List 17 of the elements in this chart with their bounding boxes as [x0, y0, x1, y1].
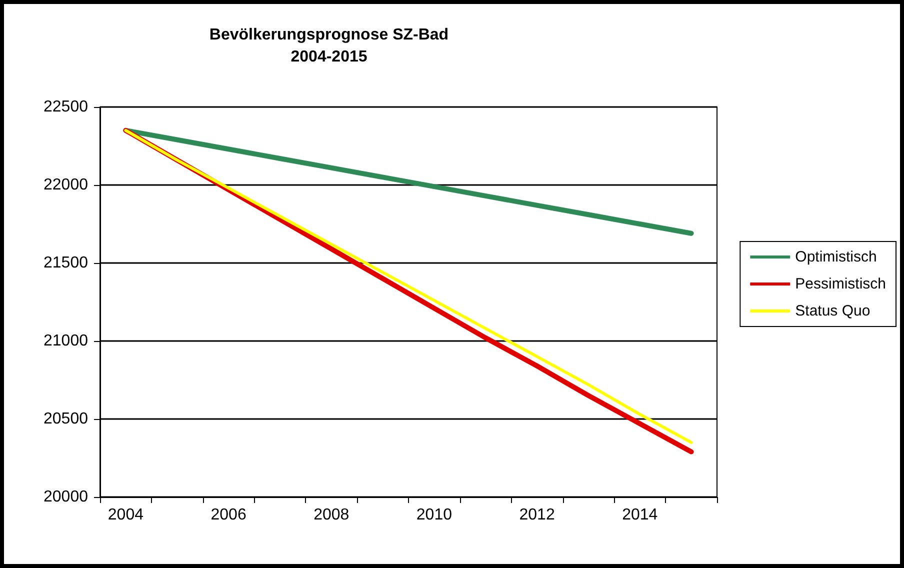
y-tick-label: 22000	[44, 176, 88, 194]
x-tick-label: 2010	[416, 506, 452, 524]
x-tick-label: 2012	[519, 506, 555, 524]
x-tick-label: 2014	[622, 506, 658, 524]
chart-subtitle: 2004-2015	[290, 48, 368, 66]
y-tick-label: 22500	[44, 98, 88, 116]
legend-label: Pessimistisch	[795, 276, 886, 292]
legend-label: Status Quo	[795, 302, 870, 320]
y-tick-label: 20500	[44, 410, 88, 428]
y-tick-label: 20000	[44, 488, 88, 506]
y-tick-label: 21000	[44, 332, 88, 350]
chart-title: Bevölkerungsprognose SZ-Bad	[209, 26, 449, 44]
x-tick-label: 2006	[210, 506, 246, 524]
legend-label: Optimistisch	[795, 248, 877, 266]
x-tick-label: 2004	[108, 506, 144, 524]
x-tick-label: 2008	[314, 506, 350, 524]
y-tick-label: 21500	[44, 254, 88, 272]
